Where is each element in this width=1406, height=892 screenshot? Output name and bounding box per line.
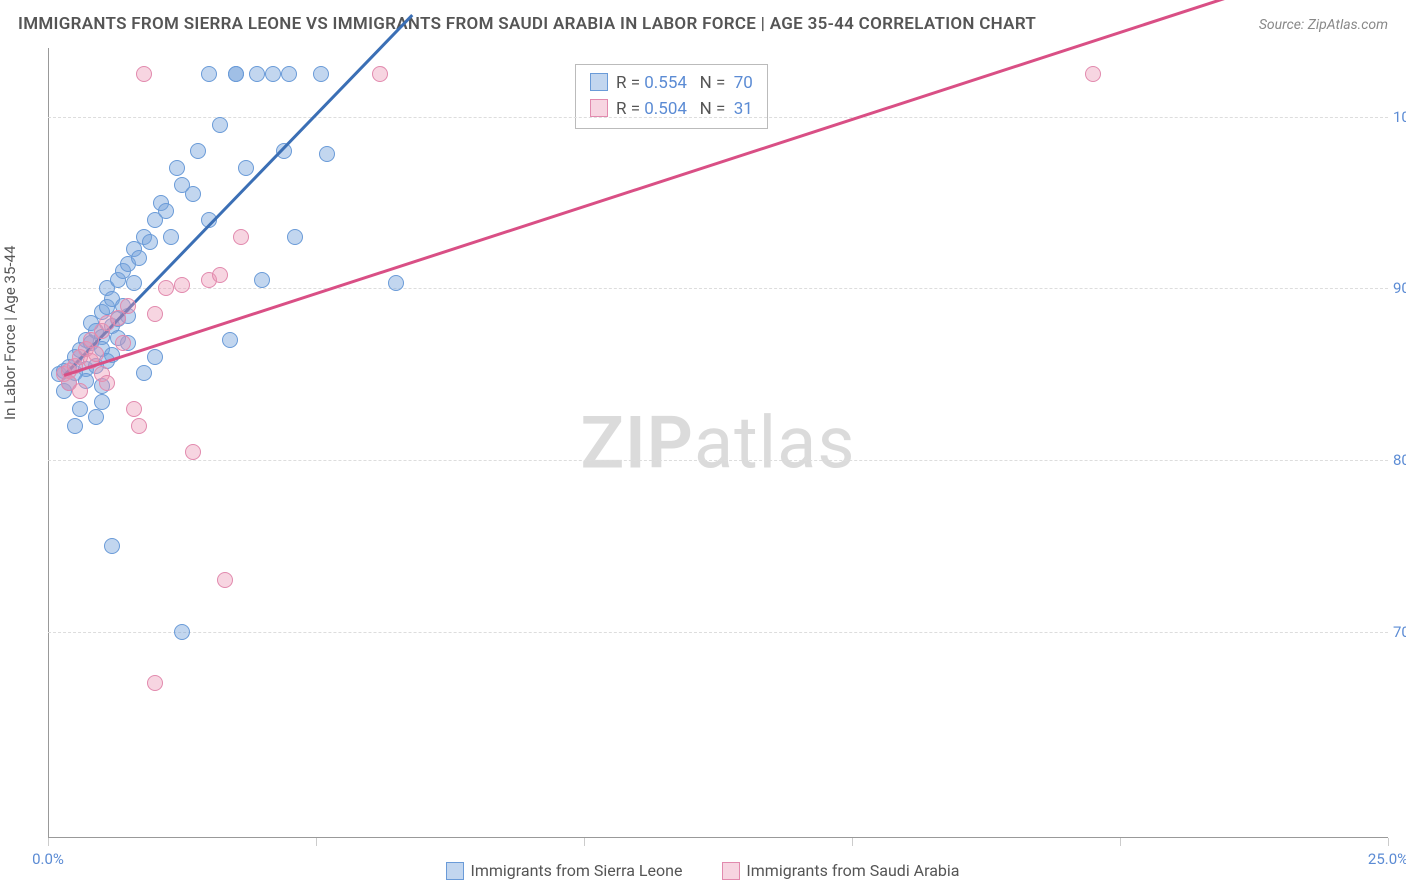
data-point (67, 418, 83, 434)
data-point (131, 418, 147, 434)
x-tick (48, 838, 49, 846)
data-point (217, 572, 233, 588)
data-point (88, 346, 104, 362)
data-point (120, 298, 136, 314)
data-point (88, 409, 104, 425)
legend-item-1: Immigrants from Sierra Leone (446, 861, 686, 880)
data-point (185, 444, 201, 460)
data-point (281, 66, 297, 82)
data-point (238, 160, 254, 176)
chart-title: IMMIGRANTS FROM SIERRA LEONE VS IMMIGRAN… (18, 14, 1036, 34)
x-axis-line (48, 837, 1388, 838)
data-point (142, 234, 158, 250)
title-bar: IMMIGRANTS FROM SIERRA LEONE VS IMMIGRAN… (18, 14, 1388, 34)
y-tick-label: 70.0% (1393, 623, 1406, 641)
legend-swatch-2 (722, 862, 740, 880)
data-point (99, 375, 115, 391)
data-point (174, 277, 190, 293)
legend-row: R = 0.554 N = 70 (590, 71, 753, 97)
data-point (287, 229, 303, 245)
x-tick (584, 838, 585, 846)
data-point (228, 66, 244, 82)
data-point (265, 66, 281, 82)
data-point (126, 275, 142, 291)
data-point (388, 275, 404, 291)
data-point (254, 272, 270, 288)
grid-line (48, 288, 1388, 289)
legend-item-2: Immigrants from Saudi Arabia (722, 861, 959, 880)
x-tick (852, 838, 853, 846)
data-point (104, 538, 120, 554)
data-point (212, 267, 228, 283)
data-point (147, 306, 163, 322)
stats-legend: R = 0.554 N = 70R = 0.504 N = 31 (575, 64, 768, 129)
data-point (169, 160, 185, 176)
data-point (158, 280, 174, 296)
x-tick (1388, 838, 1389, 846)
data-point (249, 66, 265, 82)
data-point (233, 229, 249, 245)
x-tick (1120, 838, 1121, 846)
data-point (131, 250, 147, 266)
data-point (1085, 66, 1101, 82)
source-label: Source: ZipAtlas.com (1259, 17, 1388, 33)
data-point (174, 624, 190, 640)
data-point (72, 401, 88, 417)
data-point (147, 675, 163, 691)
grid-line (48, 117, 1388, 118)
data-point (190, 143, 206, 159)
data-point (212, 117, 228, 133)
y-tick-label: 90.0% (1393, 279, 1406, 297)
data-point (185, 186, 201, 202)
data-point (115, 335, 131, 351)
legend-row: R = 0.504 N = 31 (590, 97, 753, 123)
data-point (136, 66, 152, 82)
data-point (319, 146, 335, 162)
watermark: ZIPatlas (580, 401, 855, 486)
scatter-plot: ZIPatlas R = 0.554 N = 70R = 0.504 N = 3… (48, 48, 1388, 838)
data-point (222, 332, 238, 348)
data-point (158, 203, 174, 219)
y-axis-line (48, 48, 49, 838)
trend-line (64, 0, 1228, 377)
grid-line (48, 460, 1388, 461)
legend-swatch-1 (446, 862, 464, 880)
data-point (201, 66, 217, 82)
data-point (136, 365, 152, 381)
data-point (72, 383, 88, 399)
y-tick-label: 80.0% (1393, 451, 1406, 469)
grid-line (48, 632, 1388, 633)
data-point (163, 229, 179, 245)
x-tick (316, 838, 317, 846)
y-tick-label: 100.0% (1393, 108, 1406, 126)
data-point (126, 401, 142, 417)
y-axis-label: In Labor Force | Age 35-44 (1, 246, 19, 420)
data-point (313, 66, 329, 82)
data-point (94, 394, 110, 410)
data-point (147, 349, 163, 365)
data-point (372, 66, 388, 82)
bottom-legend: Immigrants from Sierra Leone Immigrants … (0, 861, 1406, 880)
